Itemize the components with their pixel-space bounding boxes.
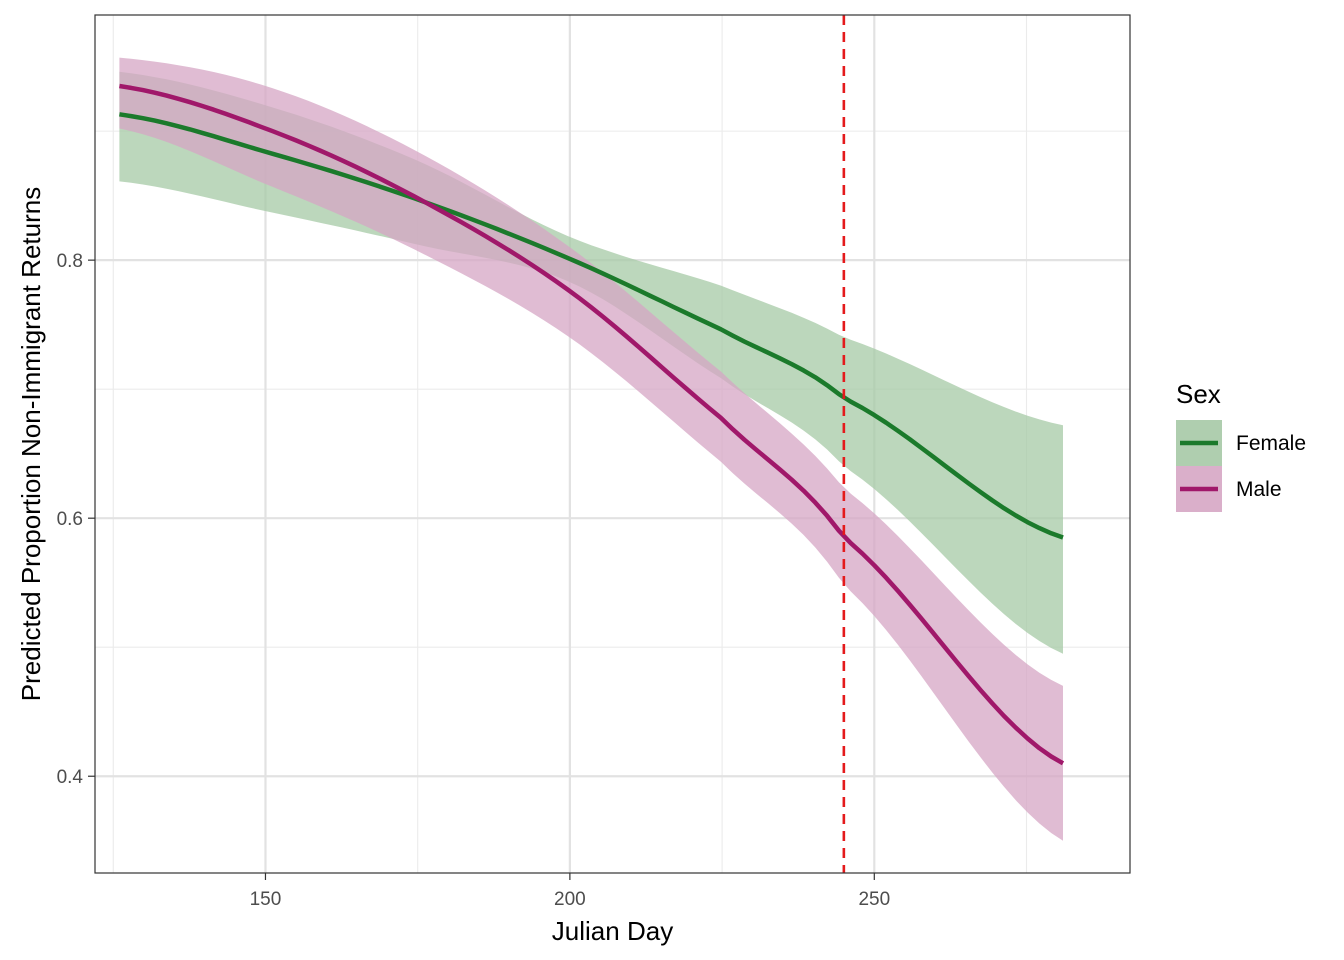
panel-border: [94, 14, 1131, 874]
y-axis-title: Predicted Proportion Non-Immigrant Retur…: [16, 187, 46, 701]
series-line-female: [119, 112, 1064, 540]
legend-label-male: Male: [1236, 478, 1282, 501]
x-tick-label: 250: [858, 889, 890, 910]
x-axis-title: Julian Day: [552, 916, 673, 946]
x-tick-label: 200: [554, 889, 586, 910]
x-tick-label: 150: [250, 889, 282, 910]
y-tick-label: 0.4: [57, 767, 84, 788]
series-lines: [119, 83, 1065, 766]
legend-label-female: Female: [1236, 432, 1306, 455]
legend-title: Sex: [1176, 379, 1221, 409]
series-line-male: [119, 83, 1065, 766]
y-tick-label: 0.8: [57, 251, 83, 272]
legend: Sex Female Male: [1176, 379, 1306, 512]
axis-layer: 150 200 250 0.4 0.6 0.8: [57, 251, 891, 910]
y-tick-label: 0.6: [57, 509, 83, 530]
legend-items: Female Male: [1176, 420, 1306, 512]
